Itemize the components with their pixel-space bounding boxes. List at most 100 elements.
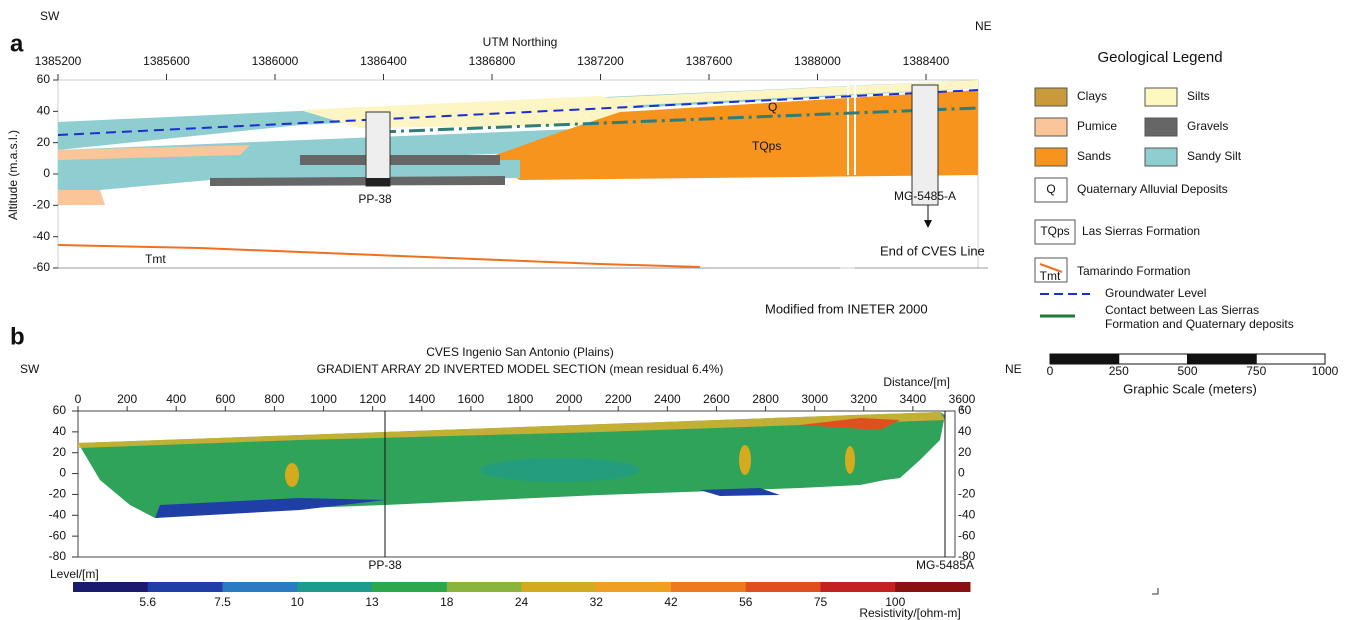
- symbol: TQps: [1040, 224, 1069, 238]
- legend-label: Sands: [1077, 149, 1111, 163]
- y-tick-label: 60: [53, 403, 67, 417]
- borehole: [365, 111, 391, 187]
- scale-tick-label: 1000: [1312, 364, 1339, 378]
- x-tick-label: 1400: [408, 392, 435, 406]
- groundwater-line: [57, 89, 979, 136]
- borehole-base: [366, 178, 390, 186]
- swatch: [1144, 117, 1178, 137]
- ne-label: NE: [975, 19, 992, 33]
- x-tick-label: 1600: [458, 392, 485, 406]
- mid-zone: [285, 463, 299, 487]
- scale-tick-label: 500: [1177, 364, 1197, 378]
- x-axis-title: UTM Northing: [483, 35, 558, 49]
- colorbar-label: 5.6: [139, 595, 156, 609]
- y-tick-label: 40: [53, 424, 67, 438]
- y-axis-title: Altitude (m.a.s.l.): [6, 130, 20, 220]
- x-tick-label: 1386000: [252, 54, 299, 68]
- y-tick-label: -40: [958, 507, 976, 521]
- x-tick-label: 1800: [507, 392, 534, 406]
- colorbar-label: 56: [739, 595, 753, 609]
- x-tick-label: 1000: [310, 392, 337, 406]
- borehole-label: PP-38: [358, 192, 392, 206]
- swatch: [1034, 87, 1068, 107]
- scale-title: Graphic Scale (meters): [1123, 381, 1257, 396]
- borehole-label: PP-38: [368, 558, 402, 572]
- y-tick-label: -60: [958, 528, 976, 542]
- x-tick-label: 0: [75, 392, 82, 406]
- colorbar-label: 32: [590, 595, 604, 609]
- y-tick-label: -60: [33, 260, 51, 274]
- x-tick-label: 2000: [556, 392, 583, 406]
- corner-mark: [1152, 588, 1159, 595]
- borehole-label: MG-5485-A: [894, 189, 956, 203]
- high-zone: [800, 418, 900, 430]
- symbol: Tmt: [1040, 269, 1061, 283]
- ne-label: NE: [1005, 362, 1022, 376]
- legend-label: Clays: [1077, 89, 1107, 103]
- title: CVES Ingenio San Antonio (Plains): [426, 345, 613, 359]
- legend-label: Groundwater Level: [1105, 286, 1206, 300]
- x-tick-label: 1200: [359, 392, 386, 406]
- tmt-line: [57, 244, 701, 268]
- scale-segment: [1187, 353, 1257, 365]
- x-tick-label: 600: [215, 392, 235, 406]
- panel-a: SW NE a UTM Northing Altitude (m.a.s.l.)…: [6, 9, 992, 316]
- arrow-head: [924, 220, 932, 228]
- y-tick-label: 0: [958, 466, 965, 480]
- swatch: [1144, 87, 1178, 107]
- colorbar-title: Resistivity/[ohm-m]: [859, 606, 960, 620]
- y-tick-label: 20: [53, 445, 67, 459]
- colorbar-label: 42: [664, 595, 678, 609]
- colorbar-label: 75: [814, 595, 828, 609]
- swatch: [1144, 147, 1178, 167]
- legend-label: Contact between Las Sierras: [1105, 303, 1259, 317]
- mid-zone: [845, 446, 855, 474]
- x-tick-label: 1388400: [903, 54, 950, 68]
- symbol-line: [1039, 263, 1063, 273]
- colorbar-segment: [596, 582, 672, 592]
- x-tick-label: 3600: [949, 392, 976, 406]
- y-tick-label: 20: [37, 135, 51, 149]
- colorbar-label: 100: [885, 595, 905, 609]
- legend-label: Sandy Silt: [1187, 149, 1242, 163]
- source-note: Modified from INETER 2000: [765, 301, 928, 316]
- colorbar-segment: [73, 582, 149, 592]
- silts: [600, 80, 978, 106]
- x-tick-label: 1386800: [469, 54, 516, 68]
- scale-segment: [1049, 353, 1120, 365]
- tmt-label: Tmt: [145, 252, 166, 266]
- y-tick-label: -40: [49, 507, 67, 521]
- colorbar-segment: [745, 582, 821, 592]
- x-tick-label: 1385600: [143, 54, 190, 68]
- colorbar-label: 13: [365, 595, 379, 609]
- legend-title: Geological Legend: [1097, 49, 1222, 66]
- legend: Geological Legend Clays Pumice Sands Sil…: [1034, 49, 1294, 331]
- legend-label: Formation and Quaternary deposits: [1105, 317, 1294, 331]
- colorbar-segment: [820, 582, 896, 592]
- scale-tick-label: 750: [1246, 364, 1266, 378]
- x-tick-label: 2600: [703, 392, 730, 406]
- pumice: [58, 190, 105, 205]
- low-zone: [700, 488, 780, 496]
- legend-label: Pumice: [1077, 119, 1117, 133]
- y-axis-title: Level/[m]: [50, 567, 99, 581]
- symbol: Q: [1046, 182, 1055, 196]
- tqps-label: TQps: [752, 139, 781, 153]
- y-tick-label: -20: [958, 487, 976, 501]
- y-tick-label: -80: [49, 549, 67, 563]
- panel-b: b SW NE CVES Ingenio San Antonio (Plains…: [10, 323, 1022, 620]
- scale-segment: [1255, 353, 1326, 365]
- title: GRADIENT ARRAY 2D INVERTED MODEL SECTION…: [317, 362, 724, 376]
- borehole-label: MG-5485A: [916, 558, 974, 572]
- colorbar-segment: [147, 582, 223, 592]
- y-tick-label: 60: [37, 72, 51, 86]
- legend-label: Gravels: [1187, 119, 1228, 133]
- colorbar-segment: [372, 582, 448, 592]
- scale-tick-label: 250: [1109, 364, 1129, 378]
- q-label: Q: [768, 100, 777, 114]
- sw-label: SW: [20, 362, 40, 376]
- x-tick-label: 2800: [752, 392, 779, 406]
- y-tick-label: 40: [958, 424, 972, 438]
- y-tick-label: -20: [49, 487, 67, 501]
- symbol-box: [1034, 257, 1068, 283]
